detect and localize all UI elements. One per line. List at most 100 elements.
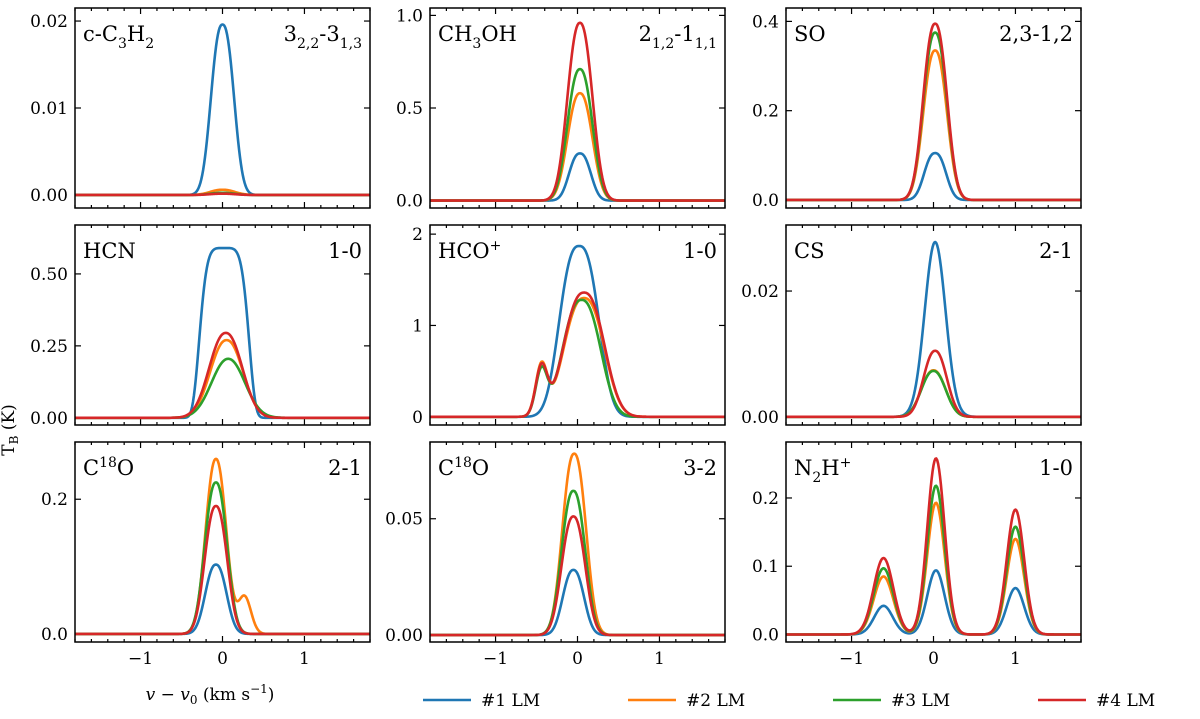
x-tick-label: 0 <box>928 649 939 669</box>
label-run: c-C <box>83 22 118 46</box>
y-tick-label: 0.02 <box>741 282 779 302</box>
x-tick-label: −1 <box>483 649 508 669</box>
label-run: 1-0 <box>1039 456 1073 480</box>
transition-label: 32,2-31,3 <box>284 22 362 52</box>
series-line-3 <box>75 481 370 636</box>
x-tick-label: 0 <box>572 649 583 669</box>
series-line-2 <box>430 296 725 419</box>
y-tick-label: 0.0 <box>396 192 423 212</box>
y-tick-label: 0.00 <box>30 409 68 429</box>
y-tick-label: 0.4 <box>752 12 779 32</box>
axes-frame <box>429 441 726 643</box>
panel-0: 0.000.010.02 c-C3H2 32,2-31,3 <box>30 7 371 209</box>
x-tick-label: 0 <box>217 649 228 669</box>
legend-item-3: #3 LM <box>833 691 950 711</box>
series-line-4 <box>75 331 370 420</box>
legend-label: #2 LM <box>686 691 745 711</box>
series-line-2 <box>430 91 725 202</box>
transition-label: 2-1 <box>1039 239 1073 263</box>
molecule-label: N2H+ <box>794 455 851 486</box>
y-tick-label: 0.1 <box>752 557 779 577</box>
y-tick-label: 0.2 <box>41 490 68 510</box>
series-lines <box>786 240 1081 419</box>
label-run: -3 <box>319 22 339 46</box>
label-run: 1,2 <box>652 36 674 52</box>
label-run: C <box>83 456 99 480</box>
y-tick-label: 0.50 <box>30 265 68 285</box>
series-line-4 <box>786 349 1081 419</box>
y-tick-label: 0.5 <box>396 99 423 119</box>
series-line-1 <box>75 563 370 636</box>
series-line-2 <box>430 452 725 637</box>
series-lines <box>430 21 725 202</box>
axes-frame <box>74 441 371 643</box>
molecule-label: CS <box>794 239 824 263</box>
label-run: 1,3 <box>340 36 362 52</box>
series-line-1 <box>786 151 1081 202</box>
y-tick-label: 0.0 <box>752 191 779 211</box>
transition-label: 1-0 <box>683 239 717 263</box>
y-tick-label: 0.0 <box>752 625 779 645</box>
label-run: 3-2 <box>683 456 717 480</box>
y-axis-label: TB (K) <box>0 404 21 456</box>
series-line-4 <box>786 457 1081 636</box>
x-tick-label: 1 <box>654 649 665 669</box>
y-tick-label: 0.2 <box>752 102 779 122</box>
label-run: H <box>821 456 839 480</box>
label-run: 1-0 <box>683 239 717 263</box>
x-tick-label: 1 <box>299 649 310 669</box>
molecule-label: c-C3H2 <box>83 22 154 52</box>
label-run: 18 <box>454 455 472 471</box>
series-line-1 <box>430 152 725 202</box>
panel-6: −1 0 1 0.0 0.2 C18O 2-1 <box>41 441 371 669</box>
molecule-label: HCO+ <box>438 238 501 263</box>
label-run: + <box>490 238 502 254</box>
series-lines <box>75 457 370 636</box>
label-run: 2,3-1,2 <box>999 22 1073 46</box>
series-lines <box>786 457 1081 636</box>
series-line-2 <box>75 457 370 636</box>
series-line-3 <box>75 357 370 420</box>
series-line-1 <box>430 568 725 637</box>
axes-frame <box>429 224 726 426</box>
label-run: H <box>127 22 145 46</box>
series-line-3 <box>430 298 725 419</box>
panel-7: −1 0 1 0.00 0.05 C18O 3-2 <box>385 441 726 669</box>
label-run: O <box>472 456 489 480</box>
y-axis-label-sub: B <box>7 435 21 444</box>
label-run: OH <box>481 22 517 46</box>
series-line-1 <box>430 244 725 419</box>
series-line-2 <box>75 338 370 420</box>
x-tick-label: −1 <box>839 649 864 669</box>
label-run: -1 <box>674 22 694 46</box>
y-tick-label: 2 <box>412 225 423 245</box>
legend-label: #1 LM <box>481 691 540 711</box>
x-axis-label-var: v − v <box>146 685 191 705</box>
y-axis-label-unit: (K) <box>0 404 19 435</box>
y-tick-label: 0.2 <box>752 489 779 509</box>
x-tick-label: 1 <box>1010 649 1021 669</box>
label-run: 18 <box>99 455 117 471</box>
panel-5: 0.00 0.02 CS 2-1 <box>741 224 1082 428</box>
y-tick-label: 0.25 <box>30 337 68 357</box>
molecule-label: CH3OH <box>438 22 517 52</box>
y-tick-label: 1.0 <box>396 6 423 26</box>
panel-1: 0.0 0.5 1.0 CH3OH 21,2-11,1 <box>396 6 726 212</box>
series-line-3 <box>430 489 725 637</box>
label-run: 1-0 <box>328 239 362 263</box>
axes-frame <box>74 7 371 209</box>
legend-item-4: #4 LM <box>1038 691 1155 711</box>
y-tick-label: 1 <box>412 316 423 336</box>
series-lines <box>430 244 725 419</box>
legend-item-1: #1 LM <box>423 691 540 711</box>
label-run: HCO <box>438 239 490 263</box>
label-run: 2 <box>145 36 154 52</box>
series-lines <box>786 22 1081 202</box>
legend-label: #3 LM <box>891 691 950 711</box>
label-run: N <box>794 456 812 480</box>
series-line-2 <box>786 368 1081 419</box>
y-tick-label: 0 <box>412 408 423 428</box>
transition-label: 1-0 <box>328 239 362 263</box>
molecule-label: HCN <box>83 239 136 263</box>
transition-label: 1-0 <box>1039 456 1073 480</box>
